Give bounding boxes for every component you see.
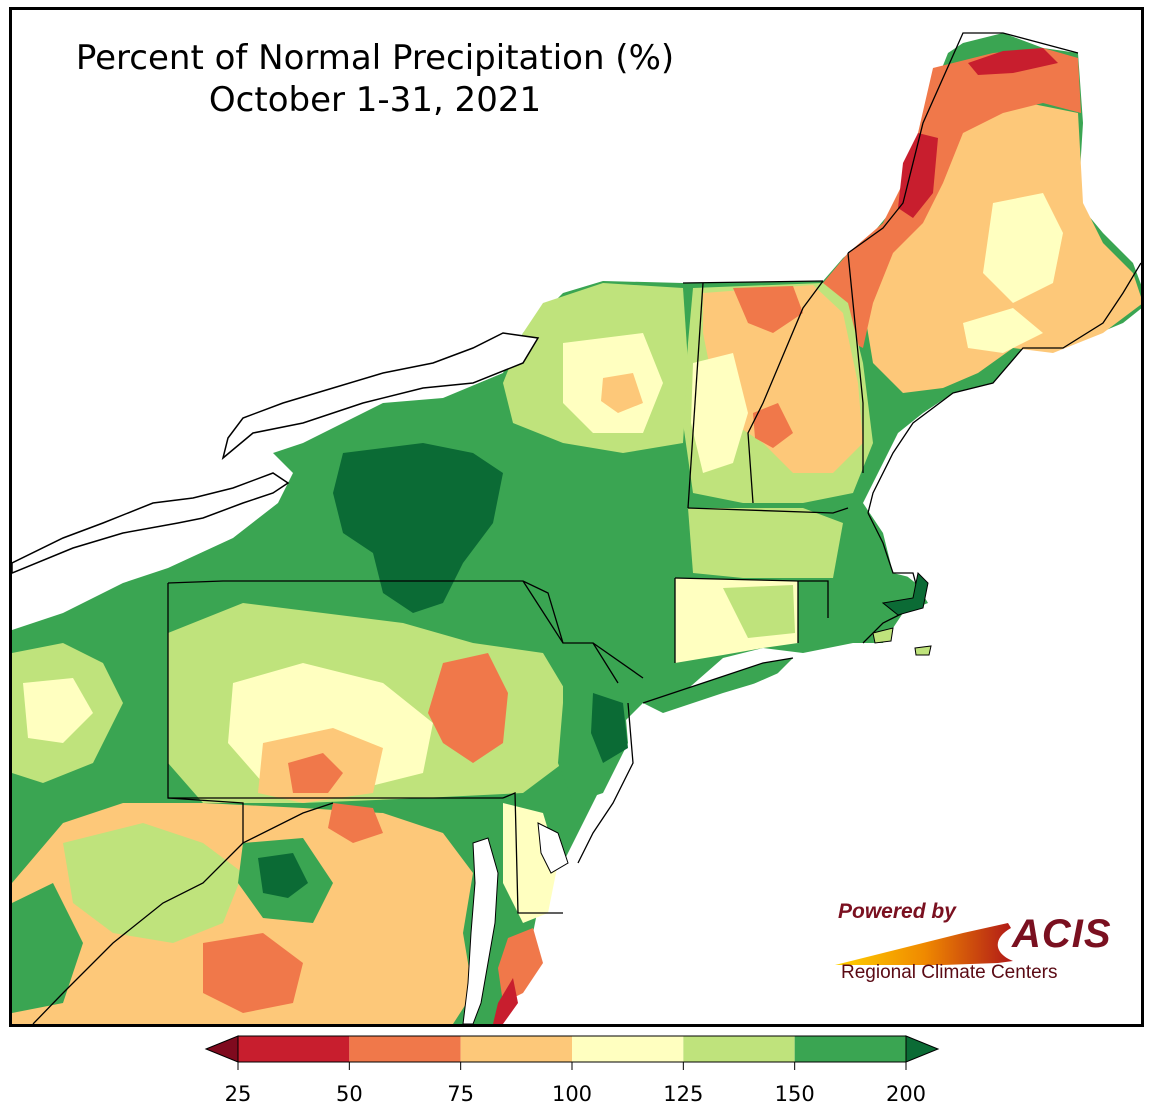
map-title: Percent of Normal Precipitation (%) bbox=[75, 38, 675, 78]
ohio-near bbox=[23, 678, 93, 743]
delmarva-very-dry bbox=[493, 978, 518, 1024]
nh-near bbox=[691, 353, 748, 473]
marthas-vineyard bbox=[872, 627, 894, 644]
colorbar-bin bbox=[460, 1036, 572, 1062]
colorbar-bin bbox=[794, 1036, 906, 1062]
colorbar-tick-label: 125 bbox=[663, 1082, 704, 1106]
atlantic-ocean bbox=[523, 323, 1141, 1024]
maine-near-normal bbox=[983, 193, 1063, 303]
south-dry-2 bbox=[328, 803, 383, 843]
south-wet-west bbox=[12, 883, 83, 1013]
colorbar-tick-label: 25 bbox=[224, 1082, 252, 1106]
nj-very-wet bbox=[591, 693, 628, 763]
ny-north-below bbox=[601, 373, 643, 413]
delaware-bay bbox=[537, 822, 569, 874]
colorbar-bin bbox=[572, 1036, 684, 1062]
maine-very-dry bbox=[898, 133, 938, 218]
lake-erie bbox=[12, 472, 290, 574]
colorbar-tick-label: 150 bbox=[774, 1082, 815, 1106]
vt-dry-mid bbox=[753, 403, 793, 448]
precipitation-map bbox=[12, 32, 1141, 1024]
powered-by-label: Powered by bbox=[838, 900, 956, 923]
map-subtitle: October 1-31, 2021 bbox=[208, 80, 542, 120]
ri-coast-wet bbox=[803, 581, 883, 643]
pa-dry-central bbox=[428, 653, 508, 763]
long-island-wet bbox=[643, 658, 793, 713]
colorbar-tick-label: 100 bbox=[551, 1082, 593, 1106]
pa-dry-south bbox=[288, 753, 343, 793]
acis-swoosh bbox=[835, 923, 1013, 965]
south-dry-1 bbox=[203, 933, 303, 1013]
rcc-label: Regional Climate Centers bbox=[841, 962, 1058, 983]
colorbar-bin bbox=[349, 1036, 461, 1062]
map-frame bbox=[9, 7, 1144, 1027]
acis-logo: ACIS bbox=[1012, 912, 1112, 956]
state-borders bbox=[32, 32, 1079, 1024]
colorbar-arrow-high bbox=[905, 1035, 940, 1063]
colorbar bbox=[204, 1035, 940, 1070]
colorbar-bin bbox=[683, 1036, 795, 1062]
ct-above bbox=[723, 585, 795, 638]
south-very-wet bbox=[258, 853, 308, 898]
ny-very-wet bbox=[333, 443, 503, 613]
nantucket bbox=[914, 645, 932, 656]
maine-coast-near bbox=[963, 308, 1043, 353]
colorbar-tick-label: 50 bbox=[335, 1082, 363, 1106]
cape-cod bbox=[881, 571, 929, 616]
colorbar-bin bbox=[238, 1036, 350, 1062]
nh-vt-dry bbox=[733, 286, 803, 333]
colorbar-tick-label: 75 bbox=[447, 1082, 475, 1106]
lake-ontario bbox=[221, 332, 540, 461]
south-above bbox=[63, 823, 243, 943]
colorbar-arrow-low bbox=[204, 1035, 239, 1063]
colorbar-tick-label: 200 bbox=[885, 1082, 927, 1106]
chesapeake-bay bbox=[462, 837, 499, 1024]
ma-above bbox=[688, 508, 843, 578]
maine-very-dry-north bbox=[968, 48, 1058, 75]
